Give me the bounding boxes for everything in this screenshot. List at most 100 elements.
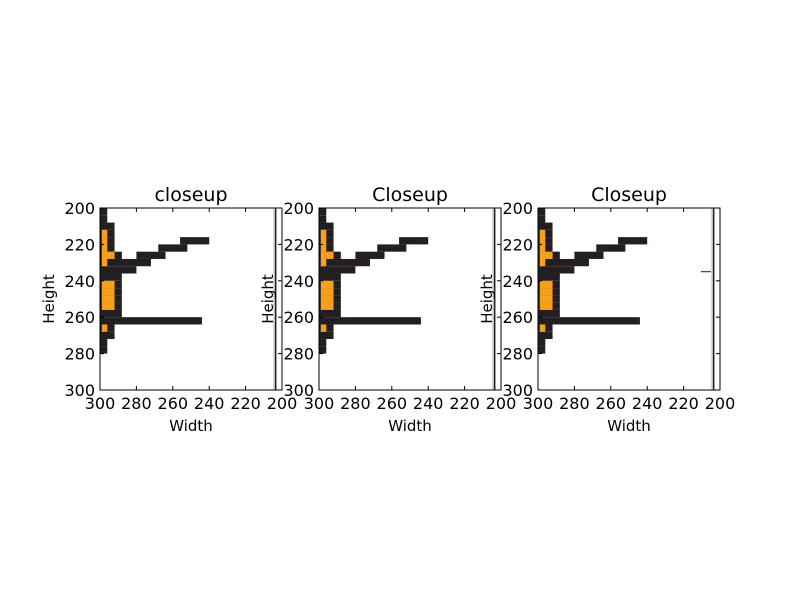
image-dark-cells: [538, 317, 640, 325]
image-dark-cells: [319, 317, 421, 325]
image-dark-cells: [319, 266, 356, 274]
image-orange-cells: [539, 324, 546, 332]
y-tick-label: 280: [64, 345, 95, 364]
image-dark-cells: [100, 258, 151, 267]
image-dark-cells: [100, 215, 108, 223]
image-dark-cells: [596, 244, 626, 252]
axes-frame: [537, 207, 721, 391]
image-orange-cells: [539, 229, 546, 238]
y-axis-label: Height: [259, 274, 277, 324]
image-orange-cells: [320, 229, 327, 238]
image-dark-cells: [100, 208, 108, 216]
image-dark-cells: [180, 237, 210, 245]
image-dark-cells: [399, 237, 429, 245]
y-tick-label: 300: [64, 381, 95, 400]
image-dark-cells: [319, 222, 334, 230]
image-orange-cells: [320, 324, 327, 332]
image-dark-cells: [319, 346, 327, 354]
image-dark-cells: [319, 309, 341, 318]
x-tick-label: 200: [705, 394, 736, 413]
image-orange-cells: [539, 295, 553, 303]
x-tick-label: 280: [121, 394, 152, 413]
image-dark-cells: [100, 346, 108, 354]
y-axis-label: Height: [40, 274, 58, 324]
chart-panel-3: 300 280 260 240 220 200 200 220 240 260 280 300 Clos…: [478, 184, 735, 435]
x-tick-label: 200: [486, 394, 517, 413]
image-orange-cells: [101, 258, 108, 267]
chart-title: Closeup: [372, 184, 448, 206]
y-tick-label: 260: [502, 308, 533, 327]
image-orange-cells: [539, 288, 553, 296]
image-orange-cells: [101, 280, 115, 289]
image-orange-cells: [320, 295, 334, 303]
y-tick-label: 280: [502, 345, 533, 364]
image-dark-cells: [136, 251, 166, 259]
image-orange-cells: [539, 302, 553, 310]
x-tick-label: 240: [194, 394, 225, 413]
y-tick-label: 280: [283, 345, 314, 364]
image-dark-cells: [100, 222, 115, 230]
image-dark-cells: [319, 258, 370, 267]
edge-strip-light: [272, 208, 275, 390]
x-tick-label: 220: [668, 394, 699, 413]
image-dark-cells: [100, 339, 108, 347]
x-tick-label: 260: [377, 394, 408, 413]
image-dark-cells: [538, 309, 560, 318]
y-tick-label: 220: [502, 235, 533, 254]
image-orange-cells: [101, 237, 108, 245]
image-dark-cells: [100, 309, 122, 318]
x-tick-label: 260: [158, 394, 189, 413]
image-dark-cells: [319, 208, 327, 216]
image-dark-cells: [538, 215, 546, 223]
image-orange-cells: [539, 258, 546, 267]
x-axis-label: Width: [607, 417, 651, 435]
chart-panel-2: 300 280 260 240 220 200 200 220 240 260 280 300 Clos…: [259, 184, 516, 435]
image-dark-cells: [538, 346, 546, 354]
image-orange-cells: [320, 237, 327, 245]
x-tick-label: 300: [523, 394, 554, 413]
x-tick-label: 200: [267, 394, 298, 413]
image-orange-cells: [101, 244, 108, 252]
axes-frame: [99, 207, 283, 391]
image-dark-cells: [538, 258, 589, 267]
image-orange-cells: [320, 251, 334, 259]
x-tick-label: 240: [413, 394, 444, 413]
image-orange-cells: [101, 295, 115, 303]
x-tick-label: 220: [449, 394, 480, 413]
image-dark-cells: [100, 273, 122, 281]
y-tick-label: 300: [283, 381, 314, 400]
y-tick-label: 300: [502, 381, 533, 400]
y-axis-label: Height: [478, 274, 496, 324]
y-tick-label: 260: [283, 308, 314, 327]
x-axis-label: Width: [388, 417, 432, 435]
y-tick-label: 240: [502, 272, 533, 291]
x-axis-label: Width: [169, 417, 213, 435]
y-tick-label: 240: [64, 272, 95, 291]
x-tick-label: 260: [596, 394, 627, 413]
y-tick-label: 200: [283, 199, 314, 218]
x-tick-label: 300: [85, 394, 116, 413]
y-tick-label: 200: [502, 199, 533, 218]
y-tick-label: 200: [64, 199, 95, 218]
image-dark-cells: [538, 208, 546, 216]
image-dark-cells: [618, 237, 648, 245]
image-orange-cells: [101, 288, 115, 296]
image-dark-cells: [355, 251, 385, 259]
image-dark-cells: [100, 331, 115, 340]
image-dark-cells: [100, 317, 202, 325]
image-orange-cells: [320, 258, 327, 267]
y-tick-label: 240: [283, 272, 314, 291]
chart-title: closeup: [154, 184, 227, 206]
y-tick-label: 220: [64, 235, 95, 254]
edge-strip-light: [710, 208, 713, 390]
axes-frame: [318, 207, 502, 391]
image-dark-cells: [319, 273, 341, 281]
image-orange-cells: [320, 302, 334, 310]
image-orange-cells: [539, 280, 553, 289]
image-dark-cells: [538, 339, 546, 347]
image-orange-cells: [539, 244, 546, 252]
image-dark-cells: [377, 244, 407, 252]
image-orange-cells: [320, 244, 327, 252]
image-dark-cells: [538, 273, 560, 281]
